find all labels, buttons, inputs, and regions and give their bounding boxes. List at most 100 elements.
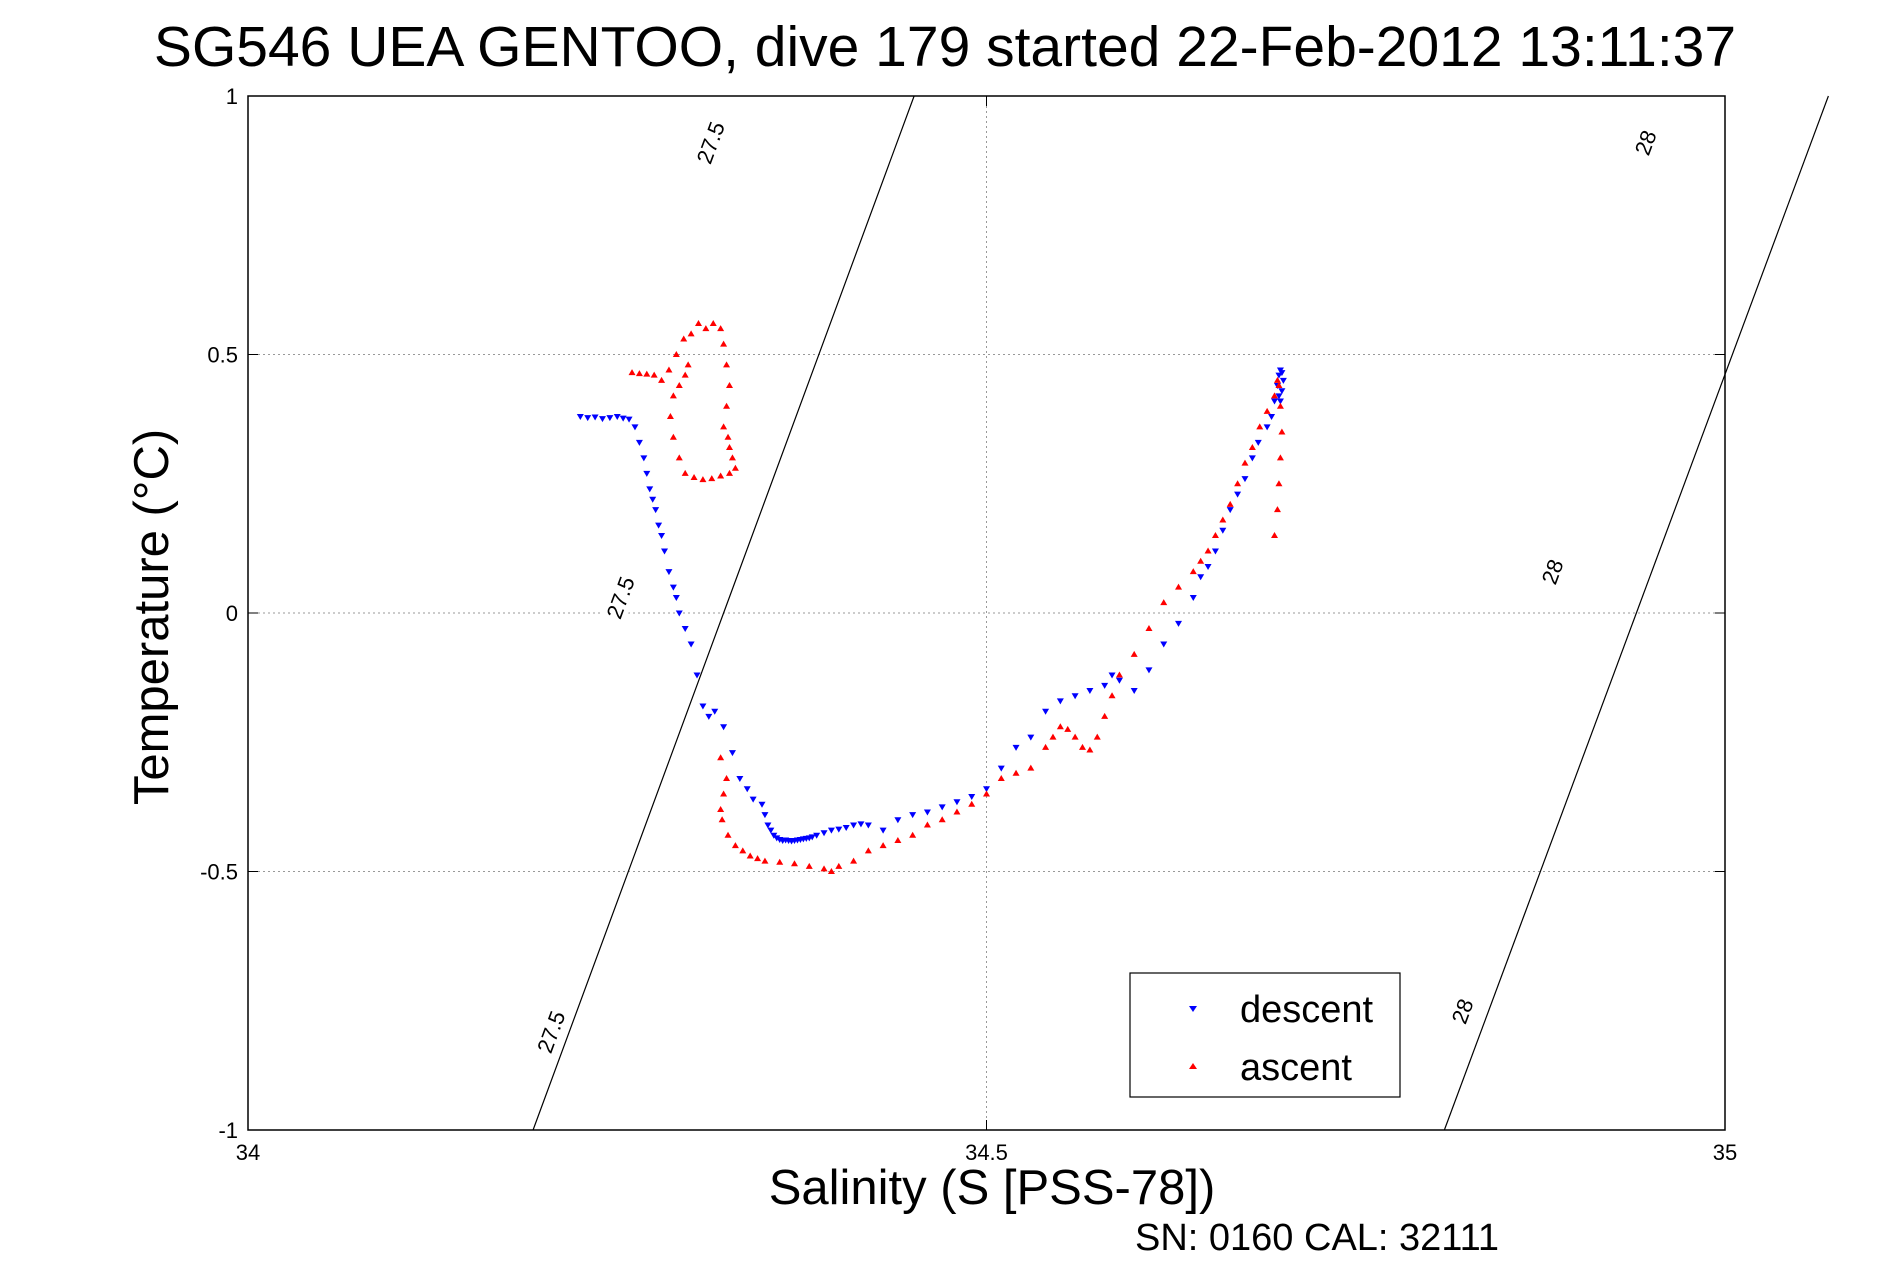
ascent-point: [1275, 480, 1283, 487]
ascent-point: [1211, 531, 1219, 538]
descent-point: [1204, 563, 1212, 570]
series-descent: [576, 367, 1287, 845]
ascent-point: [1271, 531, 1279, 538]
ascent-point: [1263, 407, 1271, 414]
ascent-point: [726, 444, 734, 451]
descent-point: [909, 812, 917, 819]
ascent-point: [717, 472, 725, 479]
ascent-point: [1273, 376, 1281, 383]
descent-point: [606, 415, 614, 422]
descent-point: [681, 626, 689, 633]
ascent-point: [1276, 402, 1284, 409]
ascent-point: [1271, 392, 1279, 399]
ascent-point: [669, 433, 677, 440]
ascent-point: [681, 469, 689, 476]
x-axis-label: Salinity (S [PSS-78]): [769, 1161, 1216, 1215]
grid-layer: [248, 96, 1725, 1130]
descent-point: [598, 416, 606, 423]
descent-point: [1271, 398, 1279, 405]
descent-point: [864, 822, 872, 829]
ascent-point: [635, 370, 643, 377]
descent-point: [646, 486, 654, 493]
descent-point: [693, 672, 701, 679]
x-tick-label: 34: [236, 1140, 260, 1165]
ascent-point: [731, 842, 739, 849]
descent-point: [672, 594, 680, 601]
descent-point: [711, 708, 719, 715]
density-contour-label-bg: [1530, 542, 1574, 601]
descent-point: [997, 765, 1005, 772]
descent-point: [1275, 372, 1283, 379]
ascent-point: [694, 319, 702, 326]
descent-point: [1086, 688, 1094, 695]
descent-point: [923, 809, 931, 816]
ascent-point: [699, 476, 707, 483]
legend-marker-ascent: [1189, 1063, 1197, 1069]
ascent-point: [923, 821, 931, 828]
descent-point: [1175, 620, 1183, 627]
descent-point: [699, 703, 707, 710]
descent-point: [576, 414, 584, 421]
ascent-point: [1115, 671, 1123, 678]
ascent-point: [658, 376, 666, 383]
descent-point: [894, 817, 902, 824]
ascent-point: [997, 774, 1005, 781]
density-contour-label: 27.5: [532, 1008, 570, 1057]
descent-point: [1226, 507, 1234, 514]
descent-point: [625, 416, 633, 423]
descent-point: [983, 786, 990, 793]
ascent-point: [1197, 557, 1205, 564]
descent-point: [850, 822, 858, 829]
descent-point: [761, 812, 769, 819]
ascent-point: [983, 790, 990, 797]
ascent-point: [761, 857, 769, 864]
descent-point: [1042, 708, 1050, 715]
descent-point: [649, 496, 657, 503]
descent-point: [655, 522, 663, 529]
ascent-point: [681, 371, 689, 378]
legend-label-ascent: ascent: [1240, 1047, 1352, 1089]
ascent-point: [864, 847, 872, 854]
legend-label-descent: descent: [1240, 989, 1374, 1031]
descent-point: [687, 641, 695, 648]
ascent-point: [879, 842, 887, 849]
ascent-point: [1130, 650, 1138, 657]
ascent-point: [718, 816, 726, 823]
ascent-point: [728, 454, 736, 461]
descent-point: [640, 455, 648, 462]
descent-point: [1279, 377, 1287, 384]
descent-point: [584, 415, 592, 422]
ascent-point: [1219, 516, 1227, 523]
ascent-point: [1273, 506, 1281, 513]
descent-point: [669, 584, 677, 591]
ascent-point: [720, 423, 728, 430]
ascent-point: [1101, 712, 1109, 719]
descent-point: [1211, 548, 1219, 555]
ascent-point: [1086, 746, 1094, 753]
ascent-point: [835, 862, 843, 869]
descent-point: [813, 832, 821, 839]
ascent-point: [723, 361, 731, 368]
descent-point: [743, 786, 751, 793]
ascent-point: [739, 847, 747, 854]
ascent-point: [1056, 723, 1064, 730]
density-contour-line: [532, 95, 915, 1131]
y-tick-label: 0: [226, 601, 238, 626]
density-contour-label-bg: [599, 568, 642, 627]
descent-point: [808, 834, 816, 841]
ascent-point: [720, 790, 728, 797]
ascent-point: [628, 369, 636, 376]
ascent-point: [1241, 459, 1249, 466]
ascent-point: [953, 808, 961, 815]
descent-point: [953, 799, 961, 806]
ascent-point: [702, 325, 710, 332]
series-ascent: [628, 319, 1286, 874]
ascent-point: [1226, 500, 1234, 507]
ascent-point: [1248, 444, 1256, 451]
legend: descent ascent: [1129, 972, 1401, 1098]
descent-point: [835, 826, 843, 833]
ascent-point: [726, 382, 734, 389]
descent-point: [661, 548, 669, 555]
